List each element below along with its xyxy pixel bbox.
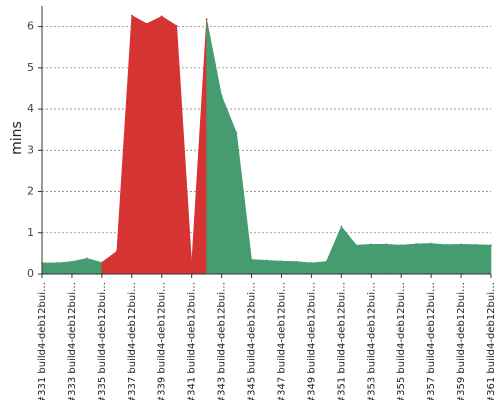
area-segment-13 (221, 95, 237, 275)
x-tick-label-14: #345 build4-deb12bui… (247, 282, 258, 400)
grid-layer (38, 26, 491, 275)
area-segment-15 (251, 259, 267, 275)
area-segment-3 (71, 257, 88, 275)
x-tick-label-4: #335 build4-deb12bui… (97, 282, 108, 400)
x-tick-label-22: #353 build4-deb12bui… (366, 282, 377, 400)
area-segment-16 (266, 260, 282, 275)
x-tick-label-18: #349 build4-deb12bui… (306, 282, 317, 400)
data-point-5 (115, 250, 118, 253)
x-tick-label-30: #361 build4-deb12bui… (486, 282, 497, 400)
data-point-29 (475, 243, 477, 246)
y-tick-label-1: 1 (27, 226, 34, 239)
x-tick-label-0: #331 build4-deb12bui… (37, 282, 48, 400)
y-axis-title: mins (9, 121, 25, 155)
x-tick-label-12: #343 build4-deb12bui… (217, 282, 228, 400)
data-point-6 (130, 14, 133, 17)
data-point-21 (355, 244, 358, 247)
data-point-22 (370, 243, 373, 246)
area-segment-27 (430, 243, 447, 275)
x-tick-label-2: #333 build4-deb12bui… (67, 282, 78, 400)
axis-layer (41, 6, 491, 275)
area-segment-19 (311, 261, 327, 275)
area-segment-29 (460, 244, 477, 275)
x-tick-label-8: #339 build4-deb12bui… (157, 282, 168, 400)
data-point-9 (175, 24, 178, 27)
y-tick-label-6: 6 (27, 20, 34, 33)
area-segment-24 (385, 243, 402, 275)
area-segment-1 (41, 262, 58, 275)
data-point-11 (205, 18, 208, 21)
data-point-27 (445, 243, 447, 246)
data-point-2 (71, 260, 73, 263)
y-tick-label-4: 4 (27, 102, 34, 115)
x-tick-label-16: #347 build4-deb12bui… (276, 282, 287, 400)
area-segment-23 (370, 244, 387, 275)
data-point-1 (56, 261, 58, 264)
data-point-26 (430, 242, 433, 245)
y-tick-label-3: 3 (27, 143, 34, 156)
data-point-13 (235, 132, 238, 134)
x-tick-label-20: #351 build4-deb12bui… (336, 282, 347, 400)
area-segment-10 (176, 25, 192, 275)
x-tick-label-28: #359 build4-deb12bui… (456, 282, 467, 400)
data-point-19 (325, 260, 328, 263)
area-segment-17 (281, 260, 297, 275)
data-point-20 (340, 225, 343, 228)
data-point-23 (385, 243, 388, 246)
data-point-24 (400, 244, 403, 247)
area-segment-4 (86, 257, 103, 275)
data-point-4 (100, 261, 103, 264)
area-segment-6 (116, 15, 133, 275)
area-segment-9 (161, 15, 177, 275)
area-segment-20 (326, 226, 342, 275)
data-point-25 (415, 243, 418, 245)
x-tick-label-26: #357 build4-deb12bui… (426, 282, 437, 400)
area-segment-11 (191, 19, 207, 275)
data-point-10 (190, 262, 193, 265)
data-point-30 (490, 244, 492, 247)
x-tick-labels: #331 build4-deb12bui… #333 build4-deb12bu… (37, 274, 497, 400)
data-point-8 (160, 15, 163, 18)
data-point-3 (86, 257, 88, 260)
y-tick-label-2: 2 (27, 185, 34, 198)
area-segment-25 (400, 243, 417, 275)
area-segment-26 (415, 243, 432, 275)
data-point-14 (250, 258, 253, 261)
data-point-15 (265, 259, 268, 262)
data-point-16 (280, 260, 283, 263)
data-point-12 (220, 94, 223, 97)
area-segment-12 (206, 19, 222, 275)
y-tick-labels: 0 1 2 3 4 5 6 (27, 20, 34, 280)
data-point-7 (145, 22, 148, 25)
area-segment-18 (296, 261, 312, 275)
data-point-18 (310, 261, 313, 264)
x-tick-label-10: #341 build4-deb12bui… (187, 282, 198, 400)
area-segment-8 (146, 15, 163, 275)
area-segment-14 (236, 132, 252, 275)
area-segment-5 (101, 250, 118, 275)
area-segment-7 (131, 14, 148, 275)
y-tick-label-5: 5 (27, 61, 34, 74)
area-segment-2 (56, 261, 73, 275)
x-tick-label-6: #337 build4-deb12bui… (127, 282, 138, 400)
area-layer (41, 14, 492, 275)
area-segment-30 (475, 244, 492, 275)
x-tick-label-24: #355 build4-deb12bui… (396, 282, 407, 400)
area-segment-22 (355, 243, 372, 275)
y-tick-label-0: 0 (27, 267, 34, 280)
data-point-28 (460, 243, 462, 246)
area-segment-28 (445, 244, 462, 275)
area-segment-21 (341, 225, 357, 275)
data-point-17 (295, 260, 298, 263)
